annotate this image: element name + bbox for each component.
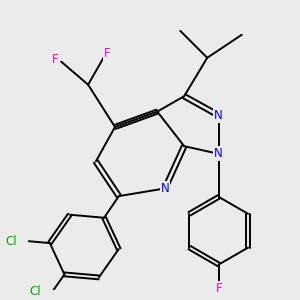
Text: N: N [160, 182, 169, 195]
Text: F: F [52, 53, 59, 66]
Text: N: N [214, 109, 223, 122]
Text: Cl: Cl [6, 235, 17, 248]
Text: N: N [214, 147, 223, 161]
Text: F: F [215, 282, 222, 295]
Text: Cl: Cl [29, 285, 41, 298]
Text: F: F [104, 47, 111, 61]
